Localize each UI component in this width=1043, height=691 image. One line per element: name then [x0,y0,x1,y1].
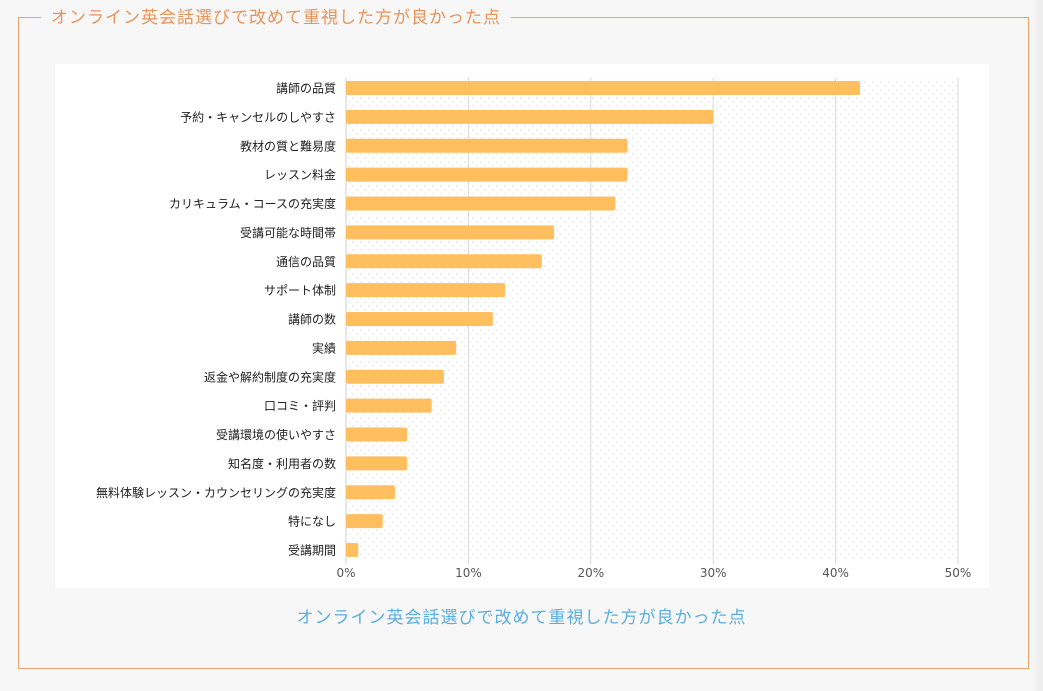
bar [346,81,861,95]
bar [346,340,457,355]
bar [346,369,444,384]
category-label: 口コミ・評判 [264,398,336,413]
category-label: 講師の品質 [276,81,336,96]
category-label: サポート体制 [264,284,336,298]
bar [346,543,359,557]
bar [346,398,432,413]
category-label: 予約・キャンセルのしやすさ [180,109,336,124]
page-edge [1031,0,1043,691]
fieldset-title: オンライン英会話選びで改めて重視した方が良かった点 [41,6,511,30]
category-label: 返金や解約制度の充実度 [204,369,336,384]
x-tick-label: 0% [336,566,355,580]
bar [346,138,628,153]
bar [346,167,628,182]
category-label: 受講環境の使いやすさ [216,427,336,442]
chart-fieldset [18,17,1029,669]
bar [346,312,493,326]
x-tick-label: 20% [577,566,604,580]
bar [346,254,542,269]
bar-chart: 講師の品質予約・キャンセルのしやすさ教材の質と難易度レッスン料金カリキュラム・コ… [96,78,972,580]
bar [346,283,506,298]
bar [346,427,408,442]
bar [346,514,383,529]
chart-panel: 講師の品質予約・キャンセルのしやすさ教材の質と難易度レッスン料金カリキュラム・コ… [55,64,989,588]
category-label: 受講可能な時間帯 [240,225,336,240]
bar [346,456,408,471]
chart-caption: オンライン英会話選びで改めて重視した方が良かった点 [296,608,747,628]
category-label: 講師の数 [288,312,336,327]
bar [346,225,555,240]
category-label: 無料体験レッスン・カウンセリングの充実度 [96,485,336,500]
category-label: 実績 [312,340,336,355]
category-label: 受講期間 [288,543,336,558]
category-label: 特になし [288,514,336,529]
category-label: レッスン料金 [264,167,336,182]
x-tick-label: 30% [700,566,727,580]
bar [346,485,395,500]
category-label: 知名度・利用者の数 [228,456,336,471]
category-label: 通信の品質 [276,254,336,269]
category-label: 教材の質と難易度 [240,138,336,153]
x-tick-label: 10% [455,566,482,580]
bar [346,109,714,124]
x-tick-label: 50% [945,566,972,580]
category-label: カリキュラム・コースの充実度 [169,196,336,211]
bar [346,196,616,211]
x-tick-label: 40% [822,566,849,580]
